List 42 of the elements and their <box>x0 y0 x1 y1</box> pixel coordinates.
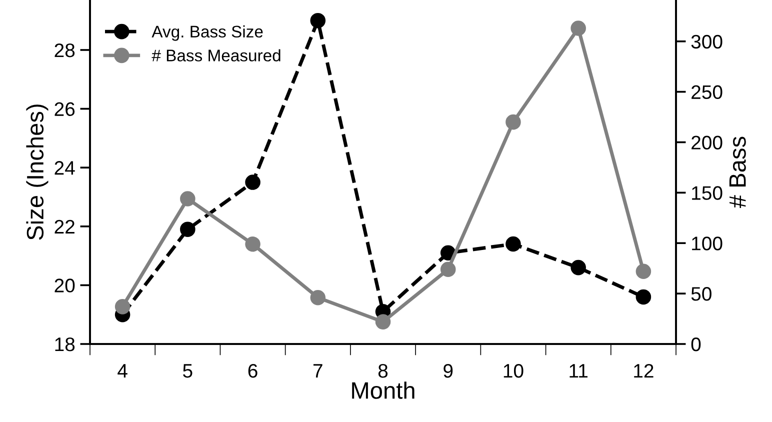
point <box>375 314 391 330</box>
legend-label: Avg. Bass Size <box>152 25 263 41</box>
point <box>114 299 130 314</box>
x-tick-label: 6 <box>248 364 258 378</box>
y2-tick-label: 50 <box>691 287 712 301</box>
x-tick-label: 4 <box>118 364 128 378</box>
point <box>506 114 521 130</box>
y2-tick-label: 0 <box>691 337 701 352</box>
point <box>310 290 326 306</box>
point <box>506 236 521 252</box>
x-tick-label: 8 <box>378 364 388 378</box>
point <box>180 222 196 237</box>
legend-label: # Bass Measured <box>152 49 280 62</box>
x-tick-label: 10 <box>504 364 524 378</box>
point <box>570 260 586 276</box>
x-axis-title: Month <box>352 382 414 399</box>
x-tick-label: 12 <box>634 364 654 378</box>
y2-tick-label: 250 <box>692 85 722 100</box>
y2-axis-title: # Bass <box>729 136 746 208</box>
y-tick-label: 24 <box>54 161 75 175</box>
point <box>636 289 652 305</box>
point <box>440 262 456 277</box>
point <box>245 174 260 190</box>
x-tick-label: 9 <box>444 364 453 378</box>
point <box>180 191 196 206</box>
y-tick-label: 28 <box>54 43 75 58</box>
point <box>570 20 586 36</box>
y2-tick-label: 200 <box>692 136 722 150</box>
y-axis-title: Size (Inches) <box>26 104 48 240</box>
x-tick-label: 7 <box>313 364 322 378</box>
point <box>310 12 326 28</box>
y-tick-label: 22 <box>54 220 74 234</box>
point <box>636 264 652 280</box>
y-tick-label: 18 <box>55 337 75 352</box>
point <box>245 236 260 252</box>
y2-tick-label: 300 <box>691 34 722 49</box>
y2-tick-label: 150 <box>692 186 722 200</box>
y-tick-label: 20 <box>54 278 75 292</box>
y2-tick-label: 100 <box>692 236 722 250</box>
y-tick-label: 26 <box>54 102 75 116</box>
x-tick-label: 11 <box>570 364 588 378</box>
x-tick-label: 5 <box>183 364 192 378</box>
